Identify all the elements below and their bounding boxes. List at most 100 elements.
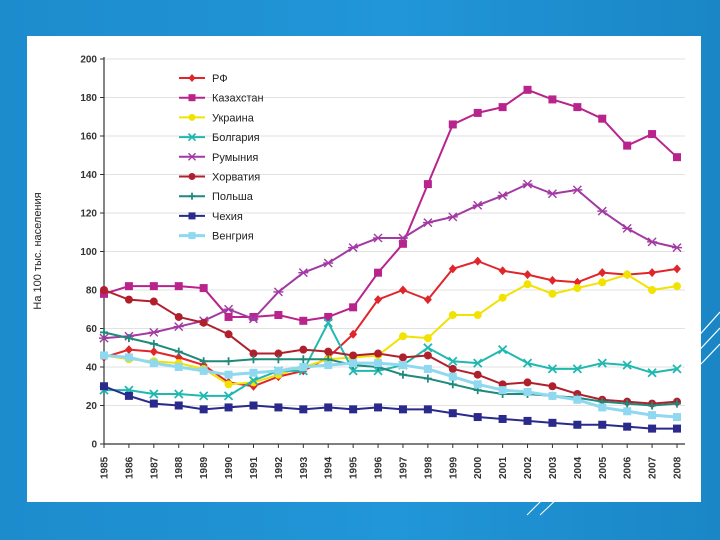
marker-stroke [672, 364, 682, 374]
data-point-marker [473, 311, 482, 320]
x-tick-label: 2006 [623, 456, 634, 479]
data-point-marker [398, 361, 407, 370]
data-point-marker [673, 399, 681, 408]
data-point-marker [187, 152, 197, 161]
data-point-marker [498, 103, 507, 112]
marker-stroke [547, 364, 558, 374]
data-point-marker [597, 358, 607, 368]
data-point-marker [572, 185, 583, 195]
x-tick-label: 1997 [398, 456, 409, 479]
data-point-marker [448, 380, 457, 389]
data-point-marker [573, 284, 582, 293]
series-line [103, 353, 678, 419]
x-tick-label: 1990 [224, 456, 235, 479]
data-point-marker [423, 180, 432, 189]
data-point-marker [473, 358, 483, 368]
data-point-marker [174, 282, 183, 291]
data-point-marker [623, 422, 632, 431]
data-point-marker [673, 264, 681, 274]
data-point-marker [149, 347, 158, 357]
legend-label: Чехия [212, 211, 243, 223]
series-2 [100, 85, 681, 325]
x-tick-label: 2001 [498, 456, 509, 479]
x-tick-label: 1993 [299, 456, 310, 479]
data-point-marker [188, 232, 196, 240]
data-point-marker [174, 312, 183, 321]
data-point-marker [249, 368, 258, 377]
data-point-marker [274, 311, 283, 320]
data-point-marker [622, 360, 632, 370]
data-point-marker [188, 113, 196, 121]
marker-stroke [647, 368, 657, 378]
marker-stroke [473, 358, 483, 368]
data-point-marker [224, 380, 233, 389]
series-8 [100, 382, 681, 433]
data-point-marker [299, 363, 308, 371]
data-point-marker [224, 403, 233, 412]
data-point-marker [673, 282, 681, 291]
line-chart: 0 20 40 60 80 100 120 140 160 180 200 1985 1986 1987 1… [32, 55, 685, 480]
data-point-marker [199, 284, 208, 293]
data-point-marker [299, 405, 308, 414]
data-point-marker [423, 364, 432, 373]
data-point-marker [498, 386, 507, 395]
data-point-marker [323, 318, 333, 328]
data-point-marker [448, 311, 457, 320]
data-point-marker [522, 179, 533, 189]
data-point-marker [598, 268, 607, 278]
data-point-marker [673, 153, 681, 162]
data-point-marker [423, 334, 432, 343]
data-point-marker [124, 334, 133, 343]
data-point-marker [188, 212, 196, 220]
data-point-marker [398, 285, 407, 295]
y-tick-label: 80 [86, 286, 98, 297]
x-tick-label: 1991 [249, 456, 260, 479]
x-tick-label: 1986 [124, 456, 135, 479]
y-tick-label: 100 [80, 247, 97, 258]
marker-stroke [149, 389, 159, 399]
data-point-marker [672, 364, 682, 374]
data-point-marker [149, 297, 158, 306]
y-tick-label: 120 [80, 209, 97, 220]
data-point-marker [447, 212, 458, 222]
data-point-marker [174, 389, 184, 399]
legend-entry: Украина [179, 112, 255, 124]
data-point-marker [274, 349, 283, 358]
data-point-marker [188, 173, 196, 180]
y-axis-label: На 100 тыс. населения [32, 192, 44, 309]
data-point-marker [248, 314, 259, 324]
data-point-marker [498, 293, 507, 302]
data-point-marker [273, 287, 284, 297]
data-point-marker [398, 370, 407, 379]
y-tick-label: 40 [86, 363, 98, 374]
data-point-marker [274, 366, 283, 375]
data-point-marker [99, 333, 109, 343]
data-point-marker [548, 275, 557, 285]
legend-label: Польша [212, 191, 254, 203]
legend-entry: Венгрия [179, 231, 254, 243]
data-point-marker [398, 405, 407, 414]
data-point-marker [647, 237, 658, 247]
series-line [103, 331, 678, 407]
data-point-marker [448, 120, 457, 129]
tick-labels: 0 20 40 60 80 100 120 140 160 180 200 1985 1986 1987 1… [80, 55, 683, 480]
data-point-marker [124, 295, 133, 304]
data-point-marker [648, 424, 657, 433]
data-point-marker [423, 295, 432, 305]
data-point-marker [623, 407, 632, 416]
series-line [104, 321, 678, 397]
x-tick-label: 2008 [673, 456, 684, 479]
data-point-marker [448, 364, 457, 373]
x-tick-label: 2000 [473, 456, 484, 479]
legend-entry: Хорватия [179, 172, 260, 184]
marker-stroke [187, 132, 197, 142]
data-point-marker [548, 391, 557, 400]
data-point-marker [473, 256, 482, 266]
series-line [103, 385, 677, 430]
data-point-marker [598, 403, 607, 412]
data-point-marker [423, 343, 433, 353]
data-point-marker [223, 304, 234, 314]
data-point-marker [349, 359, 358, 368]
data-point-marker [149, 282, 158, 291]
x-tick-label: 1995 [349, 456, 360, 479]
